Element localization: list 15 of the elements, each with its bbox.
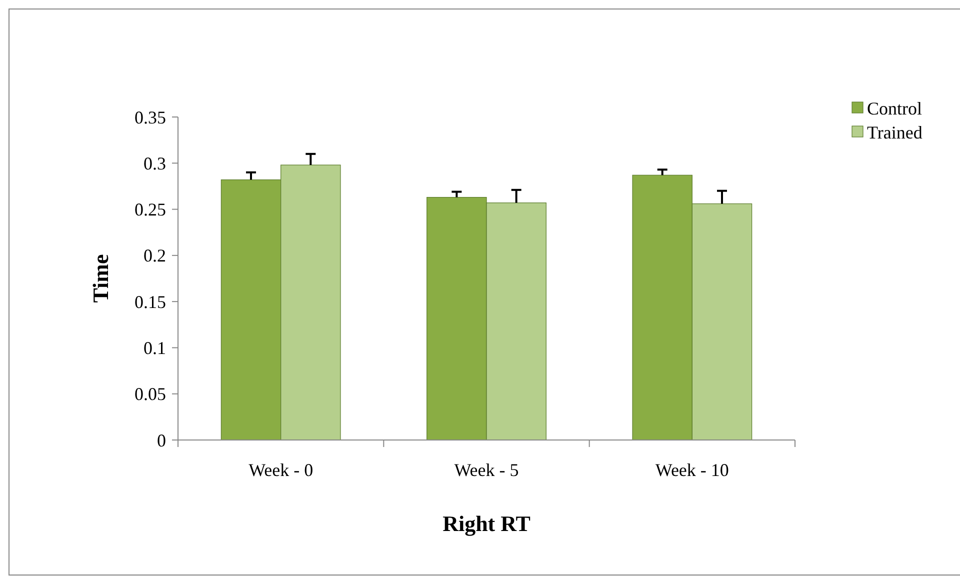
- y-tick-label: 0.3: [144, 153, 166, 174]
- y-tick-label: 0.25: [134, 200, 166, 220]
- y-axis-title: Time: [88, 254, 113, 303]
- x-tick-label: Week - 0: [248, 460, 314, 480]
- y-tick-label: 0.2: [144, 246, 166, 266]
- x-tick-label: Week - 5: [454, 460, 519, 480]
- x-axis-title: Right RT: [442, 511, 531, 536]
- y-tick-label: 0.05: [134, 384, 166, 404]
- legend-label: Control: [867, 98, 922, 118]
- y-tick-label: 0.15: [134, 292, 166, 312]
- y-tick-label: 0.1: [144, 338, 166, 358]
- x-tick-label: Week - 10: [655, 460, 729, 480]
- y-tick-label: 0: [157, 430, 166, 450]
- legend-label: Trained: [867, 122, 922, 142]
- y-tick-label: 0.35: [134, 107, 166, 128]
